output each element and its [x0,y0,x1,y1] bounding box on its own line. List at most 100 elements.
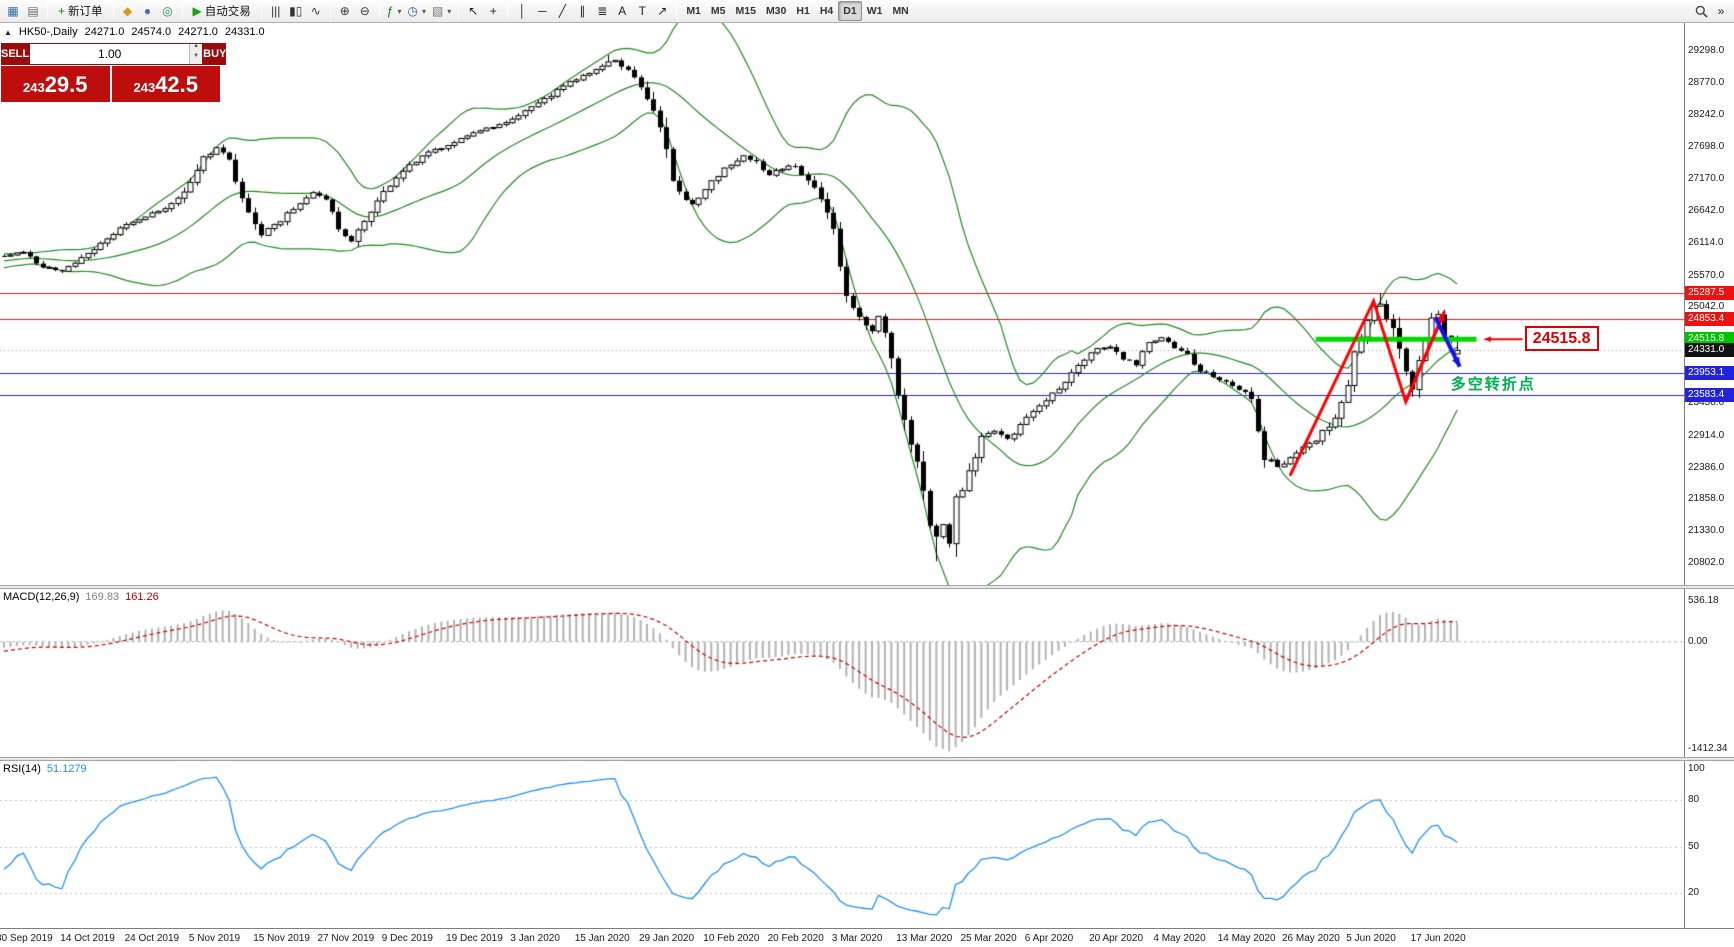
collapse-trade-panel-icon[interactable]: ▲ [4,27,12,37]
price-level-flag: 23953.1 [1685,366,1734,381]
timeframe-button-m5[interactable]: M5 [710,5,726,17]
crosshair-button[interactable]: + [483,1,503,21]
time-axis: 30 Sep 2019 14 Oct 2019 24 Oct 2019 5 Nov 2… [0,928,1734,947]
trendline-button[interactable]: ╱ [552,1,572,21]
ohlc-low: 24271.0 [178,26,218,38]
sell-price-button[interactable]: 243 29.5 [1,66,110,102]
fibonacci-button[interactable]: ≣ [592,1,612,21]
search-button[interactable] [1691,1,1711,21]
volume-up-button[interactable]: ▲ [190,43,203,54]
symbol-period-label: HK50-,Daily [18,26,78,38]
ohlc-high: 24574.0 [131,26,172,38]
rsi-axis: 100 80 50 20 [1684,761,1734,928]
date-label: 5 Nov 2019 [188,933,241,944]
volume-down-button[interactable]: ▼ [190,53,203,64]
date-label: 3 Mar 2020 [831,933,883,944]
periods-icon: ◷ [407,4,418,18]
toolbar-separator [329,3,331,19]
price-tick-label: 21330.0 [1688,525,1725,537]
date-label: 15 Nov 2019 [253,933,310,944]
autotrading-button-label: 自动交易 [204,6,251,18]
main-toolbar: ▦ ▤ + 新订单 ◆ ● ◎ ▶ 自动交易 ||| ▮▯ ∿ ⊕ ⊖ ƒ ▾ ◷ ▾ ▧ ▾ ↖ + │ ─ ╱ ∥ ≣ A T ↗ M1… [0,0,1734,23]
zoom-out-icon: ⊖ [359,4,370,18]
rsi-axis-label: 50 [1688,840,1700,852]
volume-input[interactable] [30,44,190,64]
price-chart-canvas[interactable] [0,23,1684,585]
indicators-icon: ƒ [386,4,394,18]
market-watch-button[interactable]: ◆ [118,1,138,21]
text-button[interactable]: A [612,1,632,21]
toolbar-separator [458,3,460,19]
date-label: 6 Apr 2020 [1024,933,1074,944]
price-tick-label: 22386.0 [1688,461,1725,473]
macd-title: MACD(12,26,9) [3,591,80,603]
price-level-flag: 24515.8 [1685,332,1734,347]
buy-price-button[interactable]: 243 42.5 [111,66,220,102]
timeframe-button-w1[interactable]: W1 [866,5,883,17]
indicators-button[interactable]: ƒ ▾ [384,1,405,21]
date-label: 9 Dec 2019 [381,933,433,944]
price-level-flag: 24331.0 [1685,343,1734,358]
panel-splitter[interactable] [0,757,1734,761]
navigator-button[interactable]: ● [138,1,158,21]
sell-button[interactable]: SELL [1,43,30,65]
date-label: 5 Jun 2020 [1346,933,1396,944]
vertical-line-button[interactable]: │ [512,1,532,21]
cursor-icon: ↖ [468,4,479,18]
zoom-in-button[interactable]: ⊕ [335,1,355,21]
chart-candles-button[interactable]: ▮▯ [286,1,306,21]
new-order-button-label: 新订单 [68,6,103,18]
arrows-button[interactable]: ↗ [652,1,672,21]
new-order-button[interactable]: + 新订单 [52,1,109,21]
buy-button[interactable]: BUY [203,43,227,65]
timeframe-button-m1[interactable]: M1 [686,5,701,17]
price-tick-label: 29298.0 [1688,45,1725,56]
dropdown-caret-icon[interactable]: ▾ [447,6,452,16]
zoom-out-button[interactable]: ⊖ [355,1,375,21]
market-watch-icon: ◆ [122,4,133,18]
navigator-icon: ● [143,4,152,18]
dropdown-caret-icon[interactable]: ▾ [421,6,426,16]
timeframe-button-m30[interactable]: M30 [765,5,787,17]
chart-line-button[interactable]: ∿ [306,1,326,21]
label-button[interactable]: T [632,1,652,21]
timeframe-button-h1[interactable]: H1 [796,5,810,17]
price-callout-label[interactable]: 24515.8 [1524,326,1599,352]
timeframe-button-m15[interactable]: M15 [735,5,756,17]
chart-bars-button[interactable]: ||| [266,1,286,21]
dropdown-caret-icon[interactable]: ▾ [397,6,402,16]
overflow-chevrons-icon: » [1717,4,1725,18]
turning-point-label[interactable]: 多空转折点 [1450,376,1536,394]
profiles-button[interactable]: ▤ [23,1,43,21]
panel-splitter[interactable] [0,585,1734,589]
profiles-icon: ▤ [27,4,39,18]
terminal-button[interactable]: ◎ [158,1,178,21]
timeframe-button-h4[interactable]: H4 [819,5,834,17]
channel-button[interactable]: ∥ [572,1,592,21]
macd-canvas[interactable] [0,589,1684,757]
rsi-canvas[interactable] [0,761,1684,928]
new-chart-button[interactable]: ▦ [3,1,23,21]
sell-price-big: 29.5 [44,72,88,97]
date-label: 17 Jun 2020 [1410,933,1466,944]
templates-icon: ▧ [431,4,444,18]
timeframe-button-d1[interactable]: D1 [838,1,862,21]
macd-axis-label: -1412.34 [1688,743,1728,754]
timeframe-button-mn[interactable]: MN [892,5,909,17]
new-chart-icon: ▦ [7,4,19,18]
channel-icon: ∥ [579,4,586,18]
text-icon: A [618,4,627,18]
date-label: 29 Jan 2020 [639,933,695,944]
toolbar-overflow-button[interactable]: » [1711,1,1731,21]
rsi-label: RSI(14) 51.1279 [3,763,87,775]
autotrading-button[interactable]: ▶ 自动交易 [187,1,257,21]
cursor-button[interactable]: ↖ [463,1,483,21]
horizontal-line-button[interactable]: ─ [532,1,552,21]
toolbar-separator [112,3,114,19]
periods-button[interactable]: ◷ ▾ [404,1,429,21]
sell-price-small: 243 [22,80,45,95]
price-tick-label: 25570.0 [1688,269,1725,281]
price-tick-label: 25042.0 [1688,301,1725,313]
price-tick-label: 21858.0 [1688,493,1725,505]
templates-button[interactable]: ▧ ▾ [429,1,454,21]
